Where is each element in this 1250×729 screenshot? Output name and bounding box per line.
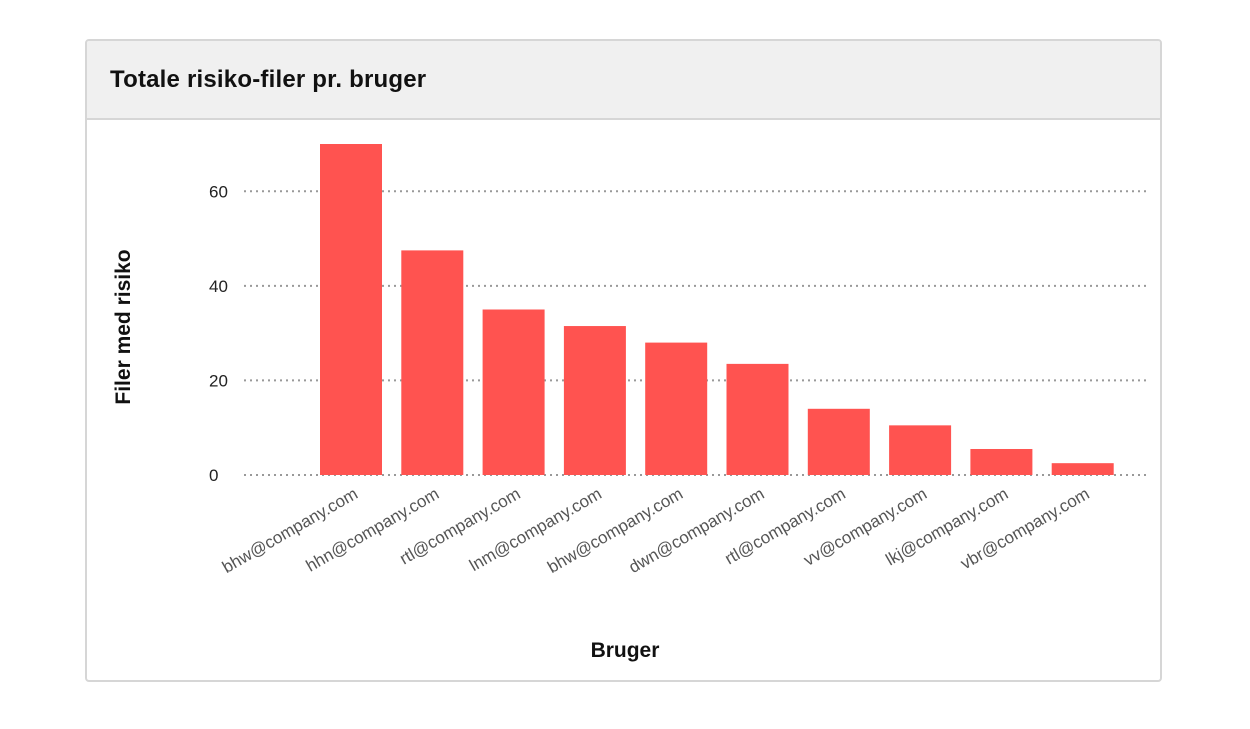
x-tick-label: bhw@company.com bbox=[544, 484, 686, 577]
bars bbox=[320, 144, 1114, 475]
grid-lines bbox=[244, 190, 1150, 476]
bar[interactable] bbox=[401, 250, 464, 475]
y-tick-label: 40 bbox=[209, 277, 228, 296]
x-axis-ticks: bhw@company.comhhn@company.comrtl@compan… bbox=[219, 484, 1093, 577]
x-tick-label: bhw@company.com bbox=[219, 484, 361, 577]
y-tick-label: 0 bbox=[209, 466, 218, 485]
bar[interactable] bbox=[807, 408, 870, 475]
x-tick-label: dwn@company.com bbox=[625, 484, 767, 577]
x-axis-title: Bruger bbox=[591, 639, 660, 662]
y-axis-ticks: 0 20 40 60 bbox=[209, 182, 228, 485]
y-tick-label: 60 bbox=[209, 182, 228, 201]
bar[interactable] bbox=[1051, 463, 1114, 475]
bar[interactable] bbox=[482, 309, 545, 476]
card-header: Totale risiko-filer pr. bruger bbox=[87, 41, 1160, 120]
bar[interactable] bbox=[563, 326, 626, 475]
bar[interactable] bbox=[645, 342, 708, 475]
bar[interactable] bbox=[726, 363, 789, 475]
bar[interactable] bbox=[320, 144, 382, 475]
chart-title: Totale risiko-filer pr. bruger bbox=[110, 65, 427, 93]
x-tick-label: lnm@company.com bbox=[466, 484, 605, 575]
bar[interactable] bbox=[970, 448, 1033, 475]
y-axis-title: Filer med risiko bbox=[112, 249, 135, 404]
x-tick-label: hhn@company.com bbox=[303, 484, 443, 576]
bar[interactable] bbox=[889, 425, 952, 475]
y-tick-label: 20 bbox=[209, 371, 228, 390]
chart-card: Totale risiko-filer pr. bruger bbox=[85, 39, 1162, 682]
